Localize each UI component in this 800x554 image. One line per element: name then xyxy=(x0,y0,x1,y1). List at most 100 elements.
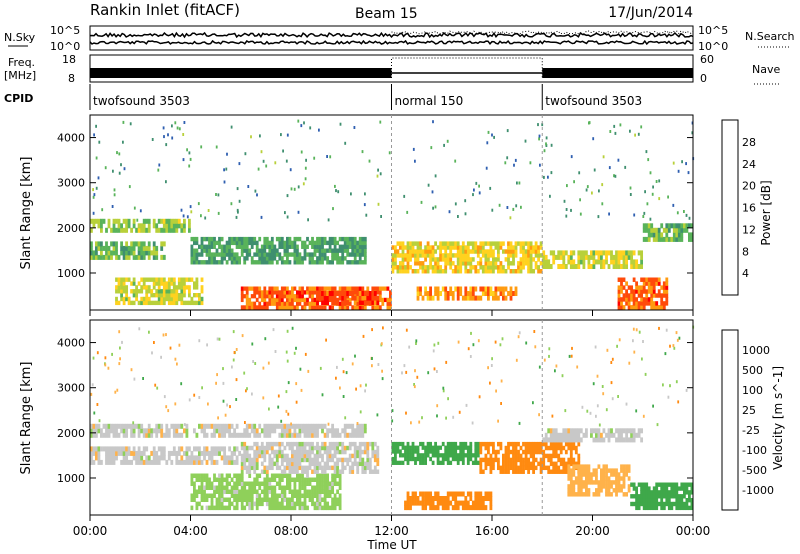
heatmap-cell xyxy=(152,300,156,306)
heatmap-cell xyxy=(394,456,397,462)
heatmap-cell xyxy=(145,428,149,434)
heatmap-cell xyxy=(210,497,214,503)
heatmap-cell xyxy=(283,248,287,253)
heatmap-cell xyxy=(434,286,438,292)
heatmap-cell xyxy=(258,485,262,491)
heatmap-cell xyxy=(162,296,166,302)
heatmap-cell xyxy=(680,232,684,238)
heatmap-cell xyxy=(657,281,661,286)
heatmap-cell xyxy=(677,236,681,242)
heatmap-cell xyxy=(132,245,136,251)
heatmap-cell xyxy=(635,305,639,310)
heatmap-cell xyxy=(446,257,450,262)
heatmap-cell xyxy=(213,489,216,495)
heatmap-cell xyxy=(652,494,656,499)
scatter-point xyxy=(361,150,364,154)
heatmap-cell xyxy=(657,501,661,507)
heatmap-cell xyxy=(205,252,209,257)
heatmap-cell xyxy=(230,252,234,257)
heatmap-cell xyxy=(479,261,483,266)
heatmap-cell xyxy=(419,265,422,270)
scatter-point xyxy=(180,382,183,386)
heatmap-cell xyxy=(270,423,274,429)
heatmap-cell xyxy=(286,461,289,467)
heatmap-cell xyxy=(265,441,269,447)
heatmap-cell xyxy=(301,457,304,463)
heatmap-cell xyxy=(449,249,453,254)
heatmap-cell xyxy=(680,486,684,491)
scatter-point xyxy=(254,362,257,365)
heatmap-cell xyxy=(610,484,613,489)
heatmap-cell xyxy=(411,449,415,454)
heatmap-cell xyxy=(569,484,573,489)
heatmap-cell xyxy=(471,265,475,270)
heatmap-cell xyxy=(331,248,335,253)
colorbar-tick-label: 12 xyxy=(742,223,756,236)
heatmap-cell xyxy=(396,265,400,270)
heatmap-cell xyxy=(303,469,307,474)
heatmap-cell xyxy=(414,496,417,502)
heatmap-cell xyxy=(592,250,596,256)
heatmap-cell xyxy=(313,453,317,459)
heatmap-cell xyxy=(125,277,129,282)
heatmap-cell xyxy=(323,305,327,310)
heatmap-cell xyxy=(311,305,314,310)
heatmap-cell xyxy=(215,489,219,495)
heatmap-cell xyxy=(273,501,277,507)
heatmap-cell xyxy=(306,465,309,471)
heatmap-cell xyxy=(293,469,297,474)
heatmap-cell xyxy=(326,465,330,471)
heatmap-cell xyxy=(640,250,644,256)
heatmap-cell xyxy=(665,301,669,306)
heatmap-cell xyxy=(399,245,402,250)
heatmap-cell xyxy=(321,252,324,257)
heatmap-cell xyxy=(195,300,199,306)
heatmap-cell xyxy=(303,432,307,438)
heatmap-cell xyxy=(263,489,267,495)
heatmap-cell xyxy=(434,257,438,262)
heatmap-cell xyxy=(665,277,669,282)
heatmap-cell xyxy=(240,244,244,249)
scatter-point xyxy=(215,145,218,149)
heatmap-cell xyxy=(471,500,475,506)
heatmap-cell xyxy=(600,476,603,481)
heatmap-cell xyxy=(140,459,144,465)
heatmap-cell xyxy=(683,227,686,233)
heatmap-cell xyxy=(389,297,392,303)
heatmap-cell xyxy=(647,297,651,302)
scatter-point xyxy=(617,395,619,398)
scatter-point xyxy=(635,328,638,332)
heatmap-cell xyxy=(162,293,166,298)
scatter-point xyxy=(104,363,107,367)
heatmap-cell xyxy=(326,291,330,297)
heatmap-cell xyxy=(296,305,299,310)
heatmap-cell xyxy=(607,432,611,438)
heatmap-cell xyxy=(569,492,573,497)
heatmap-cell xyxy=(343,240,347,246)
heatmap-cell xyxy=(517,265,520,270)
heatmap-cell xyxy=(112,227,116,233)
heatmap-cell xyxy=(368,300,372,306)
heatmap-cell xyxy=(331,445,335,451)
heatmap-cell xyxy=(323,489,327,495)
heatmap-cell xyxy=(323,481,327,487)
heatmap-cell xyxy=(198,252,201,257)
heatmap-cell xyxy=(610,472,613,477)
heatmap-cell xyxy=(255,465,259,471)
heatmap-cell xyxy=(112,218,116,224)
heatmap-cell xyxy=(255,481,259,487)
heatmap-cell xyxy=(120,227,124,233)
heatmap-cell xyxy=(255,445,259,451)
scatter-point xyxy=(335,376,337,380)
heatmap-cell xyxy=(265,260,269,265)
heatmap-cell xyxy=(273,244,277,249)
x-tick-label: 12:00 xyxy=(374,524,409,538)
scatter-point xyxy=(443,143,445,147)
heatmap-cell xyxy=(577,461,581,467)
heatmap-cell xyxy=(650,498,654,503)
heatmap-cell xyxy=(371,300,375,306)
heatmap-cell xyxy=(127,218,131,224)
heatmap-cell xyxy=(562,461,566,467)
heatmap-cell xyxy=(346,305,350,310)
heatmap-cell xyxy=(552,453,556,459)
